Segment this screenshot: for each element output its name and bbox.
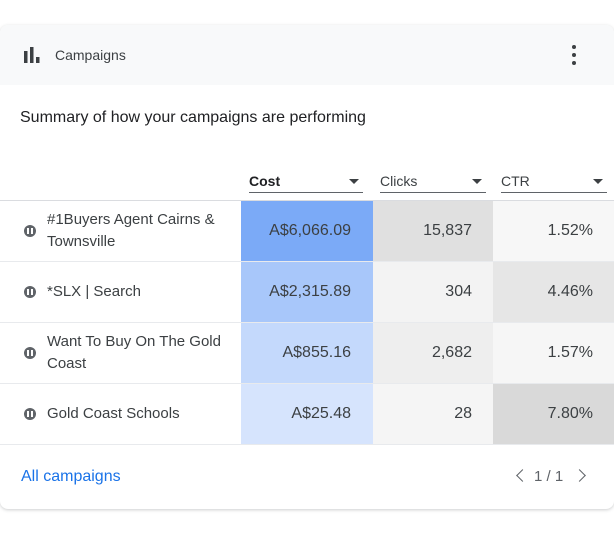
- campaigns-card: Campaigns Summary of how your campaigns …: [0, 25, 614, 509]
- pagination: 1 / 1: [513, 465, 593, 489]
- ctr-cell: 7.80%: [493, 384, 614, 444]
- paused-icon: [24, 225, 36, 237]
- ctr-cell: 4.46%: [493, 262, 614, 322]
- bar-chart-icon: [24, 47, 40, 63]
- pagination-label: 1 / 1: [534, 468, 564, 485]
- clicks-cell: 2,682: [373, 323, 493, 383]
- column-header-ctr[interactable]: CTR: [501, 170, 607, 193]
- chevron-left-icon[interactable]: [516, 469, 529, 482]
- clicks-cell: 28: [373, 384, 493, 444]
- clicks-cell: 15,837: [373, 201, 493, 261]
- cost-cell: A$2,315.89: [241, 262, 373, 322]
- clicks-cell: 304: [373, 262, 493, 322]
- campaign-name[interactable]: *SLX | Search: [47, 283, 141, 300]
- card-subtitle: Summary of how your campaigns are perfor…: [20, 109, 366, 126]
- table-row[interactable]: Gold Coast Schools A$25.48 28 7.80%: [0, 384, 614, 445]
- paused-icon: [24, 408, 36, 420]
- table-row[interactable]: *SLX | Search A$2,315.89 304 4.46%: [0, 262, 614, 323]
- cost-cell: A$25.48: [241, 384, 373, 444]
- paused-icon: [24, 347, 36, 359]
- campaign-name[interactable]: #1Buyers Agent Cairns & Townsville: [47, 211, 215, 250]
- paused-icon: [24, 286, 36, 298]
- campaign-name[interactable]: Gold Coast Schools: [47, 405, 180, 422]
- campaign-name[interactable]: Want To Buy On The Gold Coast: [47, 333, 221, 372]
- dropdown-arrow-icon: [593, 179, 603, 184]
- dropdown-arrow-icon: [472, 179, 482, 184]
- table-divider: [0, 200, 614, 201]
- sort-arrow-icon: [349, 179, 359, 184]
- cost-cell: A$855.16: [241, 323, 373, 383]
- more-vert-icon[interactable]: [566, 43, 582, 67]
- ctr-cell: 1.57%: [493, 323, 614, 383]
- table-row[interactable]: Want To Buy On The Gold Coast A$855.16 2…: [0, 323, 614, 384]
- column-label-clicks: Clicks: [380, 173, 418, 189]
- column-header-clicks[interactable]: Clicks: [380, 170, 486, 193]
- card-header: Campaigns: [0, 25, 614, 85]
- column-header-cost[interactable]: Cost: [249, 170, 363, 193]
- chevron-right-icon[interactable]: [573, 469, 586, 482]
- column-label-ctr: CTR: [501, 173, 530, 189]
- table-row[interactable]: #1Buyers Agent Cairns & Townsville A$6,0…: [0, 201, 614, 262]
- column-label-cost: Cost: [249, 173, 281, 189]
- card-title: Campaigns: [55, 47, 126, 63]
- all-campaigns-link[interactable]: All campaigns: [21, 468, 121, 485]
- cost-cell: A$6,066.09: [241, 201, 373, 261]
- ctr-cell: 1.52%: [493, 201, 614, 261]
